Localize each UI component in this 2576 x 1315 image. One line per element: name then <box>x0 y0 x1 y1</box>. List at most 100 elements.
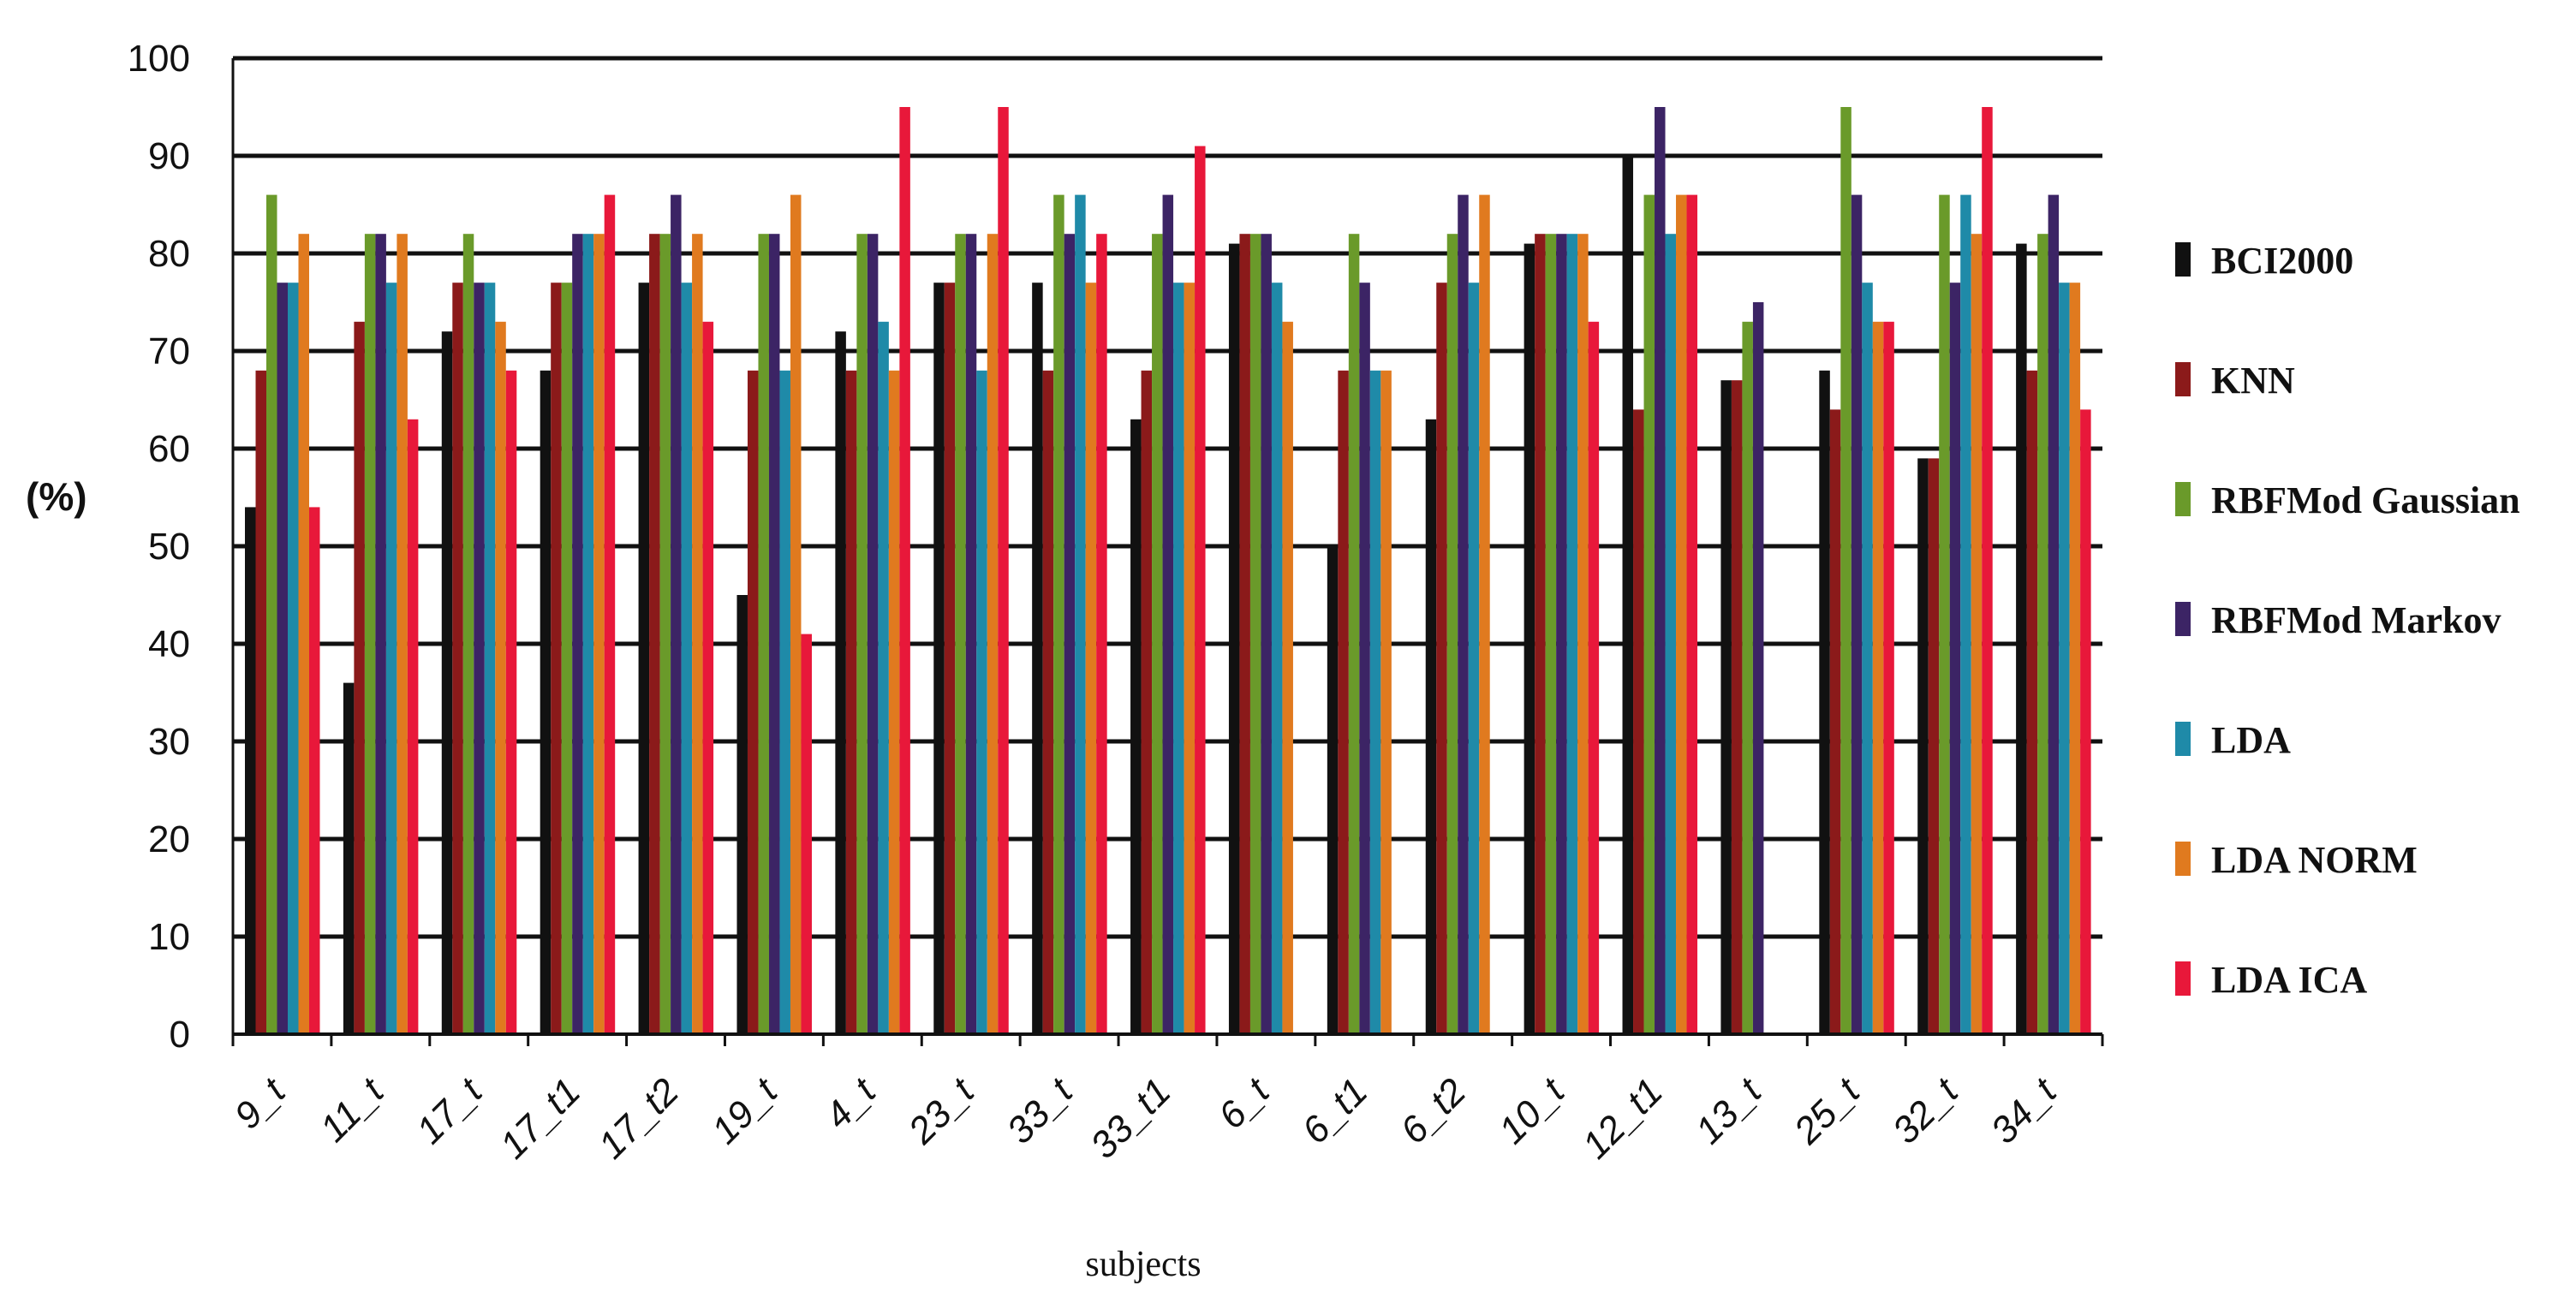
bar-rbfmod-markov <box>1458 194 1469 1035</box>
y-tick-label: 70 <box>148 330 190 372</box>
bar-lda <box>582 234 594 1034</box>
bar-lda <box>976 370 987 1034</box>
bar-bci2000 <box>638 283 650 1034</box>
bar-rbfmod-gaussian <box>1643 194 1655 1035</box>
bars <box>245 107 2091 1035</box>
x-tick-label: 6_t2 <box>1392 1070 1474 1151</box>
x-tick-label: 6_t <box>1211 1069 1279 1137</box>
bar-rbfmod-gaussian <box>1152 234 1163 1034</box>
x-tick-label: 11_t <box>313 1069 393 1150</box>
bar-rbfmod-markov <box>1949 283 1961 1034</box>
bar-bci2000 <box>835 331 846 1034</box>
bar-lda-ica <box>1588 321 1600 1034</box>
bar-lda-norm <box>1971 234 1983 1034</box>
bar-lda-norm <box>397 234 408 1034</box>
bar-bci2000 <box>1425 419 1437 1034</box>
bar-lda-norm <box>888 370 900 1034</box>
bar-bci2000 <box>1524 243 1535 1035</box>
bar-rbfmod-markov <box>474 283 485 1034</box>
x-tick-label: 9_t <box>227 1069 295 1137</box>
x-tick-label: 34_t <box>1983 1069 2065 1151</box>
legend-label: LDA NORM <box>2211 839 2418 881</box>
bar-rbfmod-gaussian <box>1249 234 1261 1034</box>
y-tick-label: 100 <box>128 38 190 80</box>
bar-rbfmod-markov <box>965 234 977 1034</box>
bar-lda <box>288 283 299 1034</box>
legend-swatch <box>2175 961 2191 996</box>
bar-knn <box>1239 234 1250 1034</box>
x-tick-label: 17_t1 <box>492 1070 589 1167</box>
bar-rbfmod-gaussian <box>266 194 277 1035</box>
bar-lda <box>1566 234 1578 1034</box>
bar-bci2000 <box>1032 283 1043 1034</box>
bar-rbfmod-markov <box>2048 194 2060 1035</box>
bar-rbfmod-gaussian <box>1545 234 1557 1034</box>
legend-swatch <box>2175 602 2191 636</box>
bar-lda <box>1468 283 1480 1034</box>
bar-rbfmod-gaussian <box>955 234 966 1034</box>
bar-rbfmod-markov <box>1261 234 1272 1034</box>
bar-lda <box>878 321 889 1034</box>
legend-label: LDA ICA <box>2211 959 2367 1001</box>
bar-rbfmod-markov <box>1162 194 1174 1035</box>
legend-swatch <box>2175 722 2191 756</box>
bar-rbfmod-gaussian <box>1348 234 1360 1034</box>
bar-rbfmod-gaussian <box>364 234 376 1034</box>
x-tick-label: 4_t <box>817 1069 885 1137</box>
bar-rbfmod-markov <box>1359 283 1370 1034</box>
bar-lda <box>1960 194 1971 1035</box>
bar-rbfmod-gaussian <box>1053 194 1064 1035</box>
bar-rbfmod-gaussian <box>1742 321 1753 1034</box>
x-axis-label: subjects <box>1085 1245 1201 1284</box>
y-tick-label: 60 <box>148 428 190 470</box>
bar-knn <box>1829 409 1841 1034</box>
bar-bci2000 <box>2016 243 2027 1035</box>
x-tick-label: 33_t1 <box>1082 1070 1179 1167</box>
legend-label: RBFMod Markov <box>2211 599 2501 641</box>
bar-knn <box>551 283 562 1034</box>
bar-lda-ica <box>407 419 419 1034</box>
bar-rbfmod-markov <box>277 283 288 1034</box>
bar-bci2000 <box>245 507 256 1034</box>
bar-rbfmod-markov <box>1655 107 1666 1034</box>
bar-knn <box>1042 370 1054 1034</box>
bar-knn <box>2026 370 2038 1034</box>
legend-swatch <box>2175 242 2191 277</box>
y-tick-label: 90 <box>148 135 190 177</box>
bar-lda-norm <box>790 194 802 1035</box>
bar-lda-ica <box>998 107 1009 1034</box>
bar-lda-ica <box>702 321 714 1034</box>
bar-lda-norm <box>2069 283 2081 1034</box>
bar-lda-norm <box>987 234 999 1034</box>
bar-knn <box>452 283 463 1034</box>
bar-knn <box>1338 370 1349 1034</box>
bar-bci2000 <box>736 595 748 1034</box>
bar-rbfmod-gaussian <box>659 234 671 1034</box>
bar-lda-norm <box>1184 283 1196 1034</box>
bar-lda <box>1271 283 1283 1034</box>
y-tick-label: 80 <box>148 233 190 275</box>
bar-lda-norm <box>1282 321 1293 1034</box>
legend-label: RBFMod Gaussian <box>2211 479 2520 521</box>
x-tick-label: 17_t2 <box>591 1070 688 1167</box>
bar-lda <box>484 283 496 1034</box>
bar-lda-ica <box>309 507 320 1034</box>
y-tick-label: 50 <box>148 526 190 568</box>
bar-lda-ica <box>899 107 910 1034</box>
bar-knn <box>354 321 365 1034</box>
bar-rbfmod-markov <box>1851 194 1863 1035</box>
y-axis-label: (%) <box>26 474 87 519</box>
bar-rbfmod-markov <box>867 234 879 1034</box>
bar-bci2000 <box>540 370 552 1034</box>
bar-knn <box>1436 283 1447 1034</box>
bar-rbfmod-markov <box>671 194 682 1035</box>
bar-lda-norm <box>298 234 309 1034</box>
bar-rbfmod-markov <box>572 234 583 1034</box>
legend-label: KNN <box>2211 360 2295 402</box>
legend-label: LDA <box>2211 719 2291 761</box>
bar-lda <box>1862 283 1873 1034</box>
bar-lda <box>1369 370 1381 1034</box>
bar-rbfmod-gaussian <box>1446 234 1458 1034</box>
bar-bci2000 <box>1327 546 1339 1034</box>
